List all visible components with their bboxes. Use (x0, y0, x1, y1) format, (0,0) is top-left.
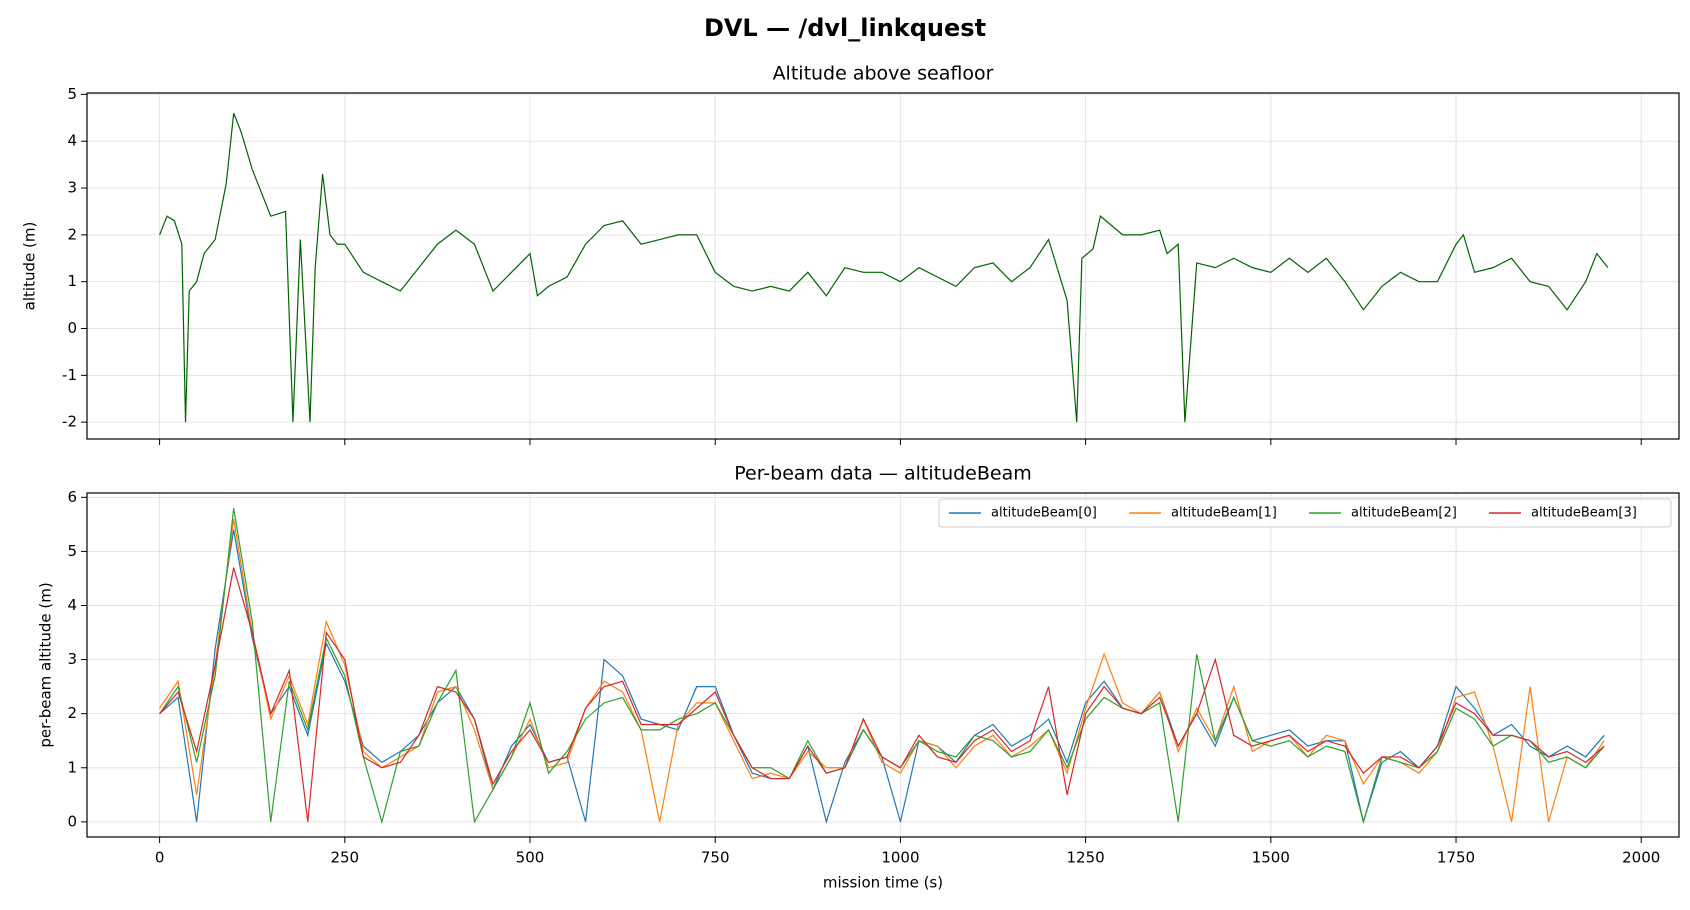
y-axis-label: per-beam altitude (m) (37, 582, 55, 747)
axes-frame (86, 92, 1680, 440)
legend-label: altitudeBeam[1] (1171, 506, 1277, 521)
y-tick-label: -1 (62, 366, 77, 384)
y-tick-label: 1 (67, 272, 77, 290)
axes-title: Altitude above seafloor (773, 63, 994, 85)
x-tick-label: 1250 (1067, 849, 1105, 867)
x-tick-label: 250 (330, 849, 359, 867)
y-tick-label: 2 (67, 704, 77, 722)
y-tick-label: 3 (67, 650, 77, 668)
y-tick-label: 4 (67, 596, 77, 614)
y-tick-label: 5 (67, 85, 77, 103)
legend-label: altitudeBeam[3] (1531, 506, 1637, 521)
y-tick-label: -2 (62, 413, 77, 431)
y-tick-label: 4 (67, 132, 77, 150)
axes-title: Per-beam data — altitudeBeam (734, 463, 1032, 485)
data-line (159, 112, 1609, 423)
data-line (159, 567, 1605, 822)
x-axis-label: mission time (s) (823, 874, 943, 892)
x-tick-label: 2000 (1622, 849, 1660, 867)
x-tick-label: 1500 (1252, 849, 1290, 867)
legend-label: altitudeBeam[0] (991, 506, 1097, 521)
y-axis-label: altitude (m) (21, 222, 39, 311)
y-tick-label: 3 (67, 179, 77, 197)
x-tick-label: 750 (701, 849, 730, 867)
y-tick-label: 0 (67, 812, 77, 830)
y-tick-label: 5 (67, 542, 77, 560)
x-tick-label: 1000 (881, 849, 919, 867)
y-tick-label: 2 (67, 225, 77, 243)
legend-box (938, 498, 1672, 528)
x-tick-label: 1750 (1437, 849, 1475, 867)
x-tick-label: 500 (516, 849, 545, 867)
legend-label: altitudeBeam[2] (1351, 506, 1457, 521)
data-line (159, 518, 1605, 823)
y-tick-label: 1 (67, 758, 77, 776)
x-tick-label: 0 (155, 849, 165, 867)
axes-frame (86, 492, 1680, 838)
figure-title: DVL — /dvl_linkquest (704, 14, 986, 42)
y-tick-label: 0 (67, 319, 77, 337)
y-tick-label: 6 (67, 488, 77, 506)
